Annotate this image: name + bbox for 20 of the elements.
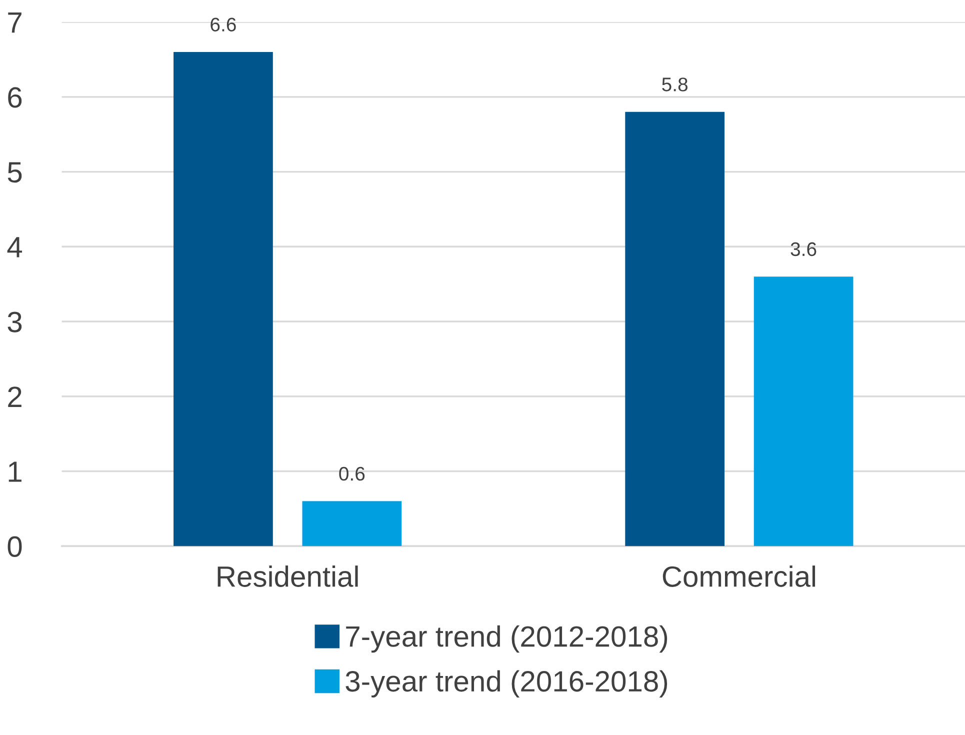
bar — [302, 501, 402, 546]
data-label: 5.8 — [662, 78, 688, 92]
y-tick-label: 3 — [8, 312, 22, 332]
data-label: 3.6 — [790, 242, 816, 256]
bar — [174, 52, 273, 546]
data-label: 0.6 — [339, 466, 365, 481]
legend-label: 3-year trend (2016-2018) — [346, 670, 668, 698]
x-tick-label: Commercial — [662, 566, 816, 587]
y-tick-label: 7 — [8, 12, 22, 33]
y-tick-label: 5 — [8, 162, 22, 183]
y-tick-label: 4 — [7, 237, 22, 258]
y-tick-label: 2 — [8, 386, 22, 407]
y-tick-label: 1 — [8, 462, 22, 482]
y-tick-label: 6 — [8, 87, 22, 108]
data-label: 6.6 — [210, 18, 236, 32]
x-tick-label: Residential — [218, 566, 358, 587]
y-tick-label: 0 — [8, 536, 22, 557]
legend-label: 7-year trend (2012-2018) — [346, 625, 668, 653]
bar — [754, 276, 854, 546]
bar — [625, 112, 725, 546]
